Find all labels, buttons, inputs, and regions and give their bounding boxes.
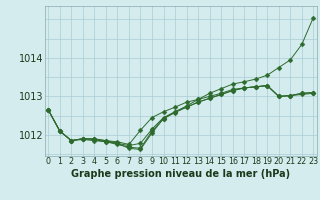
X-axis label: Graphe pression niveau de la mer (hPa): Graphe pression niveau de la mer (hPa) bbox=[71, 169, 290, 179]
